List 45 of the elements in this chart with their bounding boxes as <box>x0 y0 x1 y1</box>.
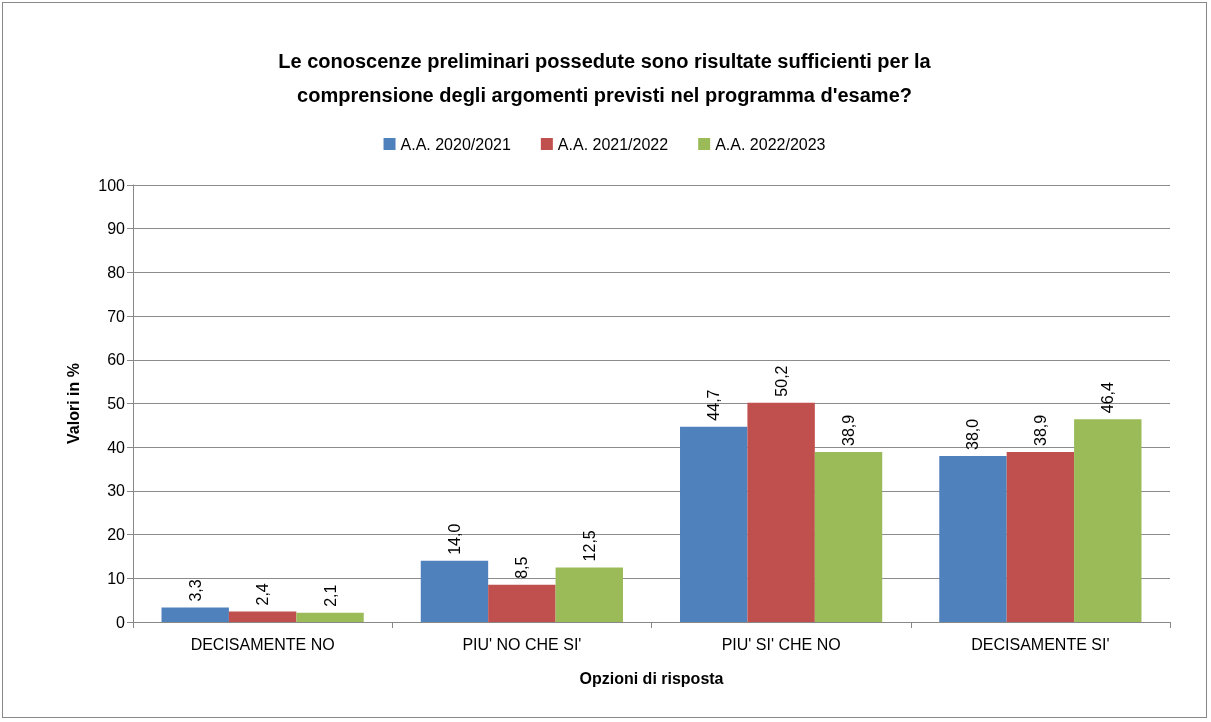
y-tick-label: 60 <box>107 351 126 369</box>
y-tick-label: 80 <box>107 263 126 281</box>
bar <box>680 426 748 622</box>
bar <box>814 452 883 622</box>
data-label: 38,0 <box>964 418 982 450</box>
data-label: 14,0 <box>445 523 463 555</box>
x-tick-label: DECISAMENTE SI' <box>971 635 1110 653</box>
bar <box>296 612 364 622</box>
data-label: 38,9 <box>1031 414 1049 447</box>
data-label: 44,7 <box>705 389 723 421</box>
data-label: 38,9 <box>840 414 858 447</box>
bar <box>228 611 297 622</box>
data-label: 3,3 <box>186 579 204 602</box>
y-axis-title: Valori in % <box>64 363 82 444</box>
x-tick-label: PIU' SI' CHE NO <box>721 635 841 653</box>
bar <box>420 560 489 622</box>
bar <box>161 607 229 622</box>
y-tick-label: 10 <box>107 569 126 587</box>
data-label: 50,2 <box>772 365 790 397</box>
data-label: 12,5 <box>580 530 598 562</box>
y-tick-label: 30 <box>107 482 126 500</box>
bar <box>939 455 1007 622</box>
chart-title: Le conoscenze preliminari possedute sono risultate sufficienti per la comprensione degli argomenti previsti nel programma d'esame? <box>278 50 932 106</box>
data-label: 46,4 <box>1099 381 1117 414</box>
bar <box>488 584 556 622</box>
y-tick-label: 40 <box>107 438 126 456</box>
x-tick-label: PIU' NO CHE SI' <box>462 635 582 653</box>
x-axis-title: Opzioni di risposta <box>579 669 724 687</box>
y-tick-label: 50 <box>107 395 126 412</box>
data-label: 8,5 <box>513 556 531 579</box>
data-label: 2,1 <box>321 584 339 607</box>
legend-label: A.A. 2021/2022 <box>557 135 669 153</box>
bar <box>1074 419 1142 622</box>
legend-label: A.A. 2022/2023 <box>715 135 826 153</box>
bar <box>1006 452 1075 622</box>
y-tick-label: 100 <box>98 176 126 194</box>
x-tick-label: DECISAMENTE NO <box>190 635 335 653</box>
y-tick-label: 20 <box>107 526 126 544</box>
bar <box>555 567 623 622</box>
y-tick-label: 70 <box>107 307 126 325</box>
bar <box>747 402 815 622</box>
y-tick-label: 0 <box>116 613 126 631</box>
y-tick-label: 90 <box>107 220 126 238</box>
data-label: 2,4 <box>254 583 272 606</box>
legend-label: A.A. 2020/2021 <box>400 135 511 153</box>
